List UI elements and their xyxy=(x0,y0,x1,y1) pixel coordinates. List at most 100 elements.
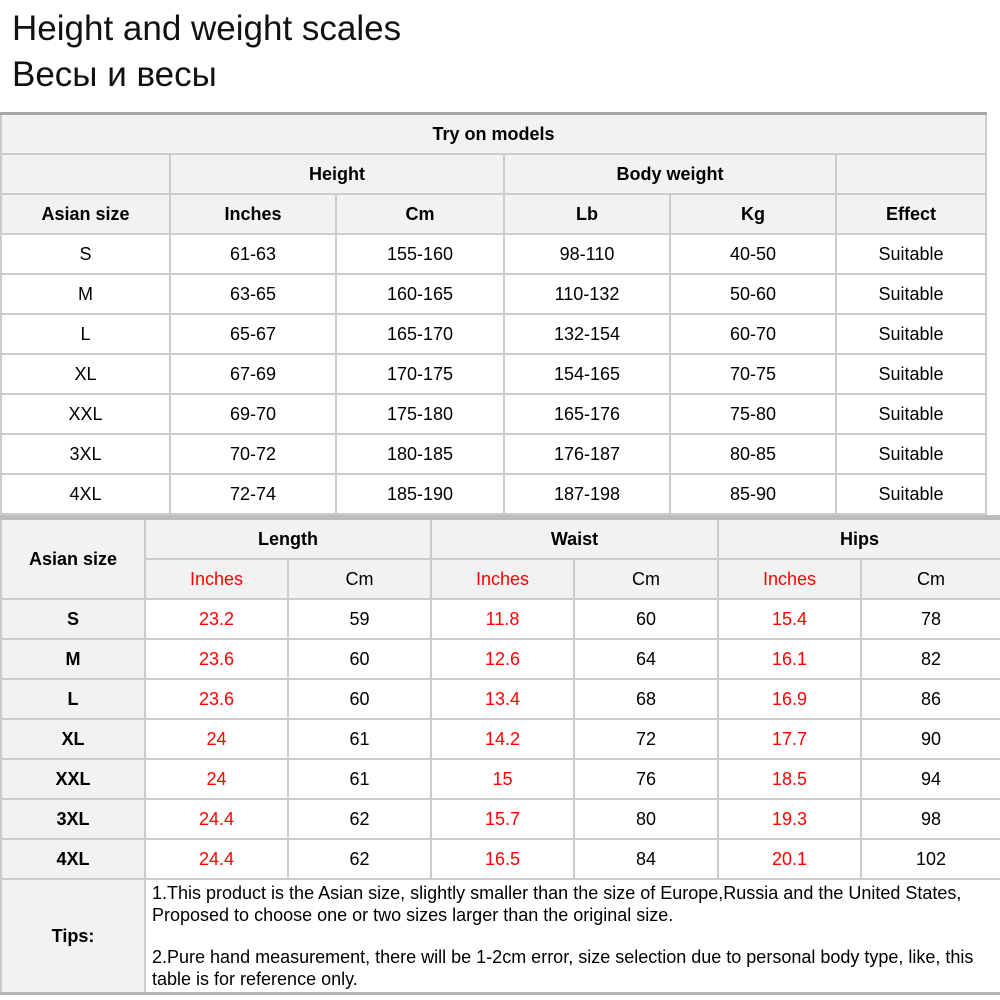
table2-group-header-row: Asian size Length Waist Hips xyxy=(0,516,1000,600)
table1-group-height: Height xyxy=(169,153,505,195)
inches-cell: 23.6 xyxy=(144,638,289,680)
value-cell: 40-50 xyxy=(669,233,837,275)
cm-cell: 82 xyxy=(859,638,1000,680)
cm-cell: 86 xyxy=(859,678,1000,720)
value-cell: 176-187 xyxy=(503,433,671,475)
table2-subheader-row: Inches Cm Inches Cm Inches Cm xyxy=(1,558,1000,600)
tips-paragraph-1: 1.This product is the Asian size, slight… xyxy=(152,883,962,925)
inches-cell: 20.1 xyxy=(717,838,862,880)
size-cell: XL xyxy=(0,353,171,395)
cm-cell: 98 xyxy=(859,798,1000,840)
inches-cell: 18.5 xyxy=(717,758,862,800)
measurements-table: Asian size Length Waist Hips Inches Cm I… xyxy=(0,515,1000,995)
table1-effect-empty xyxy=(835,153,987,195)
page-header: Height and weight scales Весы и весы xyxy=(0,0,1000,98)
table1-col-effect: Effect xyxy=(835,193,987,235)
page-title: Height and weight scales xyxy=(12,9,402,48)
cm-cell: 76 xyxy=(573,758,719,800)
try-on-models-table: Try on models Height Body weight Asian s… xyxy=(0,112,987,515)
page-subtitle: Весы и весы xyxy=(12,55,217,94)
subheader-cm: Cm xyxy=(287,558,432,600)
size-cell: 3XL xyxy=(0,433,171,475)
tips-paragraph-2: 2.Pure hand measurement, there will be 1… xyxy=(152,947,974,989)
inches-cell: 24.4 xyxy=(144,838,289,880)
table1-group-header-row: Height Body weight xyxy=(0,153,987,195)
table1-title: Try on models xyxy=(0,112,987,155)
table-row: XXL 24 61 15 76 18.5 94 xyxy=(0,758,1000,800)
value-cell: 69-70 xyxy=(169,393,337,435)
value-cell: 50-60 xyxy=(669,273,837,315)
table1-col-lb: Lb xyxy=(503,193,671,235)
value-cell: 165-170 xyxy=(335,313,505,355)
inches-cell: 16.1 xyxy=(717,638,862,680)
table-row: S 61-63 155-160 98-110 40-50 Suitable xyxy=(0,233,987,275)
tips-row: Tips: 1.This product is the Asian size, … xyxy=(0,878,1000,995)
value-cell: 75-80 xyxy=(669,393,837,435)
inches-cell: 24.4 xyxy=(144,798,289,840)
value-cell: 63-65 xyxy=(169,273,337,315)
cm-cell: 59 xyxy=(287,598,432,640)
cm-cell: 61 xyxy=(287,758,432,800)
value-cell: 80-85 xyxy=(669,433,837,475)
inches-cell: 23.2 xyxy=(144,598,289,640)
inches-cell: 16.9 xyxy=(717,678,862,720)
inches-cell: 14.2 xyxy=(430,718,575,760)
table1-group-body-weight: Body weight xyxy=(503,153,837,195)
size-cell: 3XL xyxy=(0,798,146,840)
size-cell: 4XL xyxy=(0,838,146,880)
effect-cell: Suitable xyxy=(835,393,987,435)
value-cell: 70-72 xyxy=(169,433,337,475)
table2-group-length: Length xyxy=(144,516,432,560)
effect-cell: Suitable xyxy=(835,433,987,475)
value-cell: 72-74 xyxy=(169,473,337,515)
size-cell: S xyxy=(0,233,171,275)
inches-cell: 24 xyxy=(144,718,289,760)
tips-text: 1.This product is the Asian size, slight… xyxy=(143,878,1000,995)
cm-cell: 78 xyxy=(859,598,1000,640)
value-cell: 60-70 xyxy=(669,313,837,355)
inches-cell: 15.7 xyxy=(430,798,575,840)
inches-cell: 23.6 xyxy=(144,678,289,720)
value-cell: 160-165 xyxy=(335,273,505,315)
value-cell: 85-90 xyxy=(669,473,837,515)
cm-cell: 60 xyxy=(287,638,432,680)
value-cell: 154-165 xyxy=(503,353,671,395)
cm-cell: 102 xyxy=(859,838,1000,880)
table2-group-hips: Hips xyxy=(716,516,1000,560)
size-cell: XL xyxy=(0,718,146,760)
table-row: XL 24 61 14.2 72 17.7 90 xyxy=(0,718,1000,760)
value-cell: 180-185 xyxy=(335,433,505,475)
cm-cell: 62 xyxy=(287,838,432,880)
cm-cell: 84 xyxy=(573,838,719,880)
cm-cell: 62 xyxy=(287,798,432,840)
subheader-cm: Cm xyxy=(573,558,719,600)
size-cell: XXL xyxy=(0,393,171,435)
table-row: M 23.6 60 12.6 64 16.1 82 xyxy=(0,638,1000,680)
tips-label: Tips: xyxy=(0,878,146,995)
value-cell: 185-190 xyxy=(335,473,505,515)
cm-cell: 60 xyxy=(573,598,719,640)
table-row: 3XL 24.4 62 15.7 80 19.3 98 xyxy=(0,798,1000,840)
subheader-inches: Inches xyxy=(717,558,862,600)
cm-cell: 60 xyxy=(287,678,432,720)
size-cell: L xyxy=(0,678,146,720)
table-row: M 63-65 160-165 110-132 50-60 Suitable xyxy=(0,273,987,315)
effect-cell: Suitable xyxy=(835,353,987,395)
table1-col-asian-size: Asian size xyxy=(0,193,171,235)
table-row: 3XL 70-72 180-185 176-187 80-85 Suitable xyxy=(0,433,987,475)
cm-cell: 80 xyxy=(573,798,719,840)
effect-cell: Suitable xyxy=(835,473,987,515)
inches-cell: 16.5 xyxy=(430,838,575,880)
table1-corner-empty xyxy=(0,153,171,195)
value-cell: 110-132 xyxy=(503,273,671,315)
table2-col-asian-size: Asian size xyxy=(0,516,146,600)
cm-cell: 68 xyxy=(573,678,719,720)
inches-cell: 13.4 xyxy=(430,678,575,720)
inches-cell: 12.6 xyxy=(430,638,575,680)
table-row: S 23.2 59 11.8 60 15.4 78 xyxy=(0,598,1000,640)
cm-cell: 90 xyxy=(859,718,1000,760)
size-cell: L xyxy=(0,313,171,355)
table-row: XXL 69-70 175-180 165-176 75-80 Suitable xyxy=(0,393,987,435)
cm-cell: 64 xyxy=(573,638,719,680)
